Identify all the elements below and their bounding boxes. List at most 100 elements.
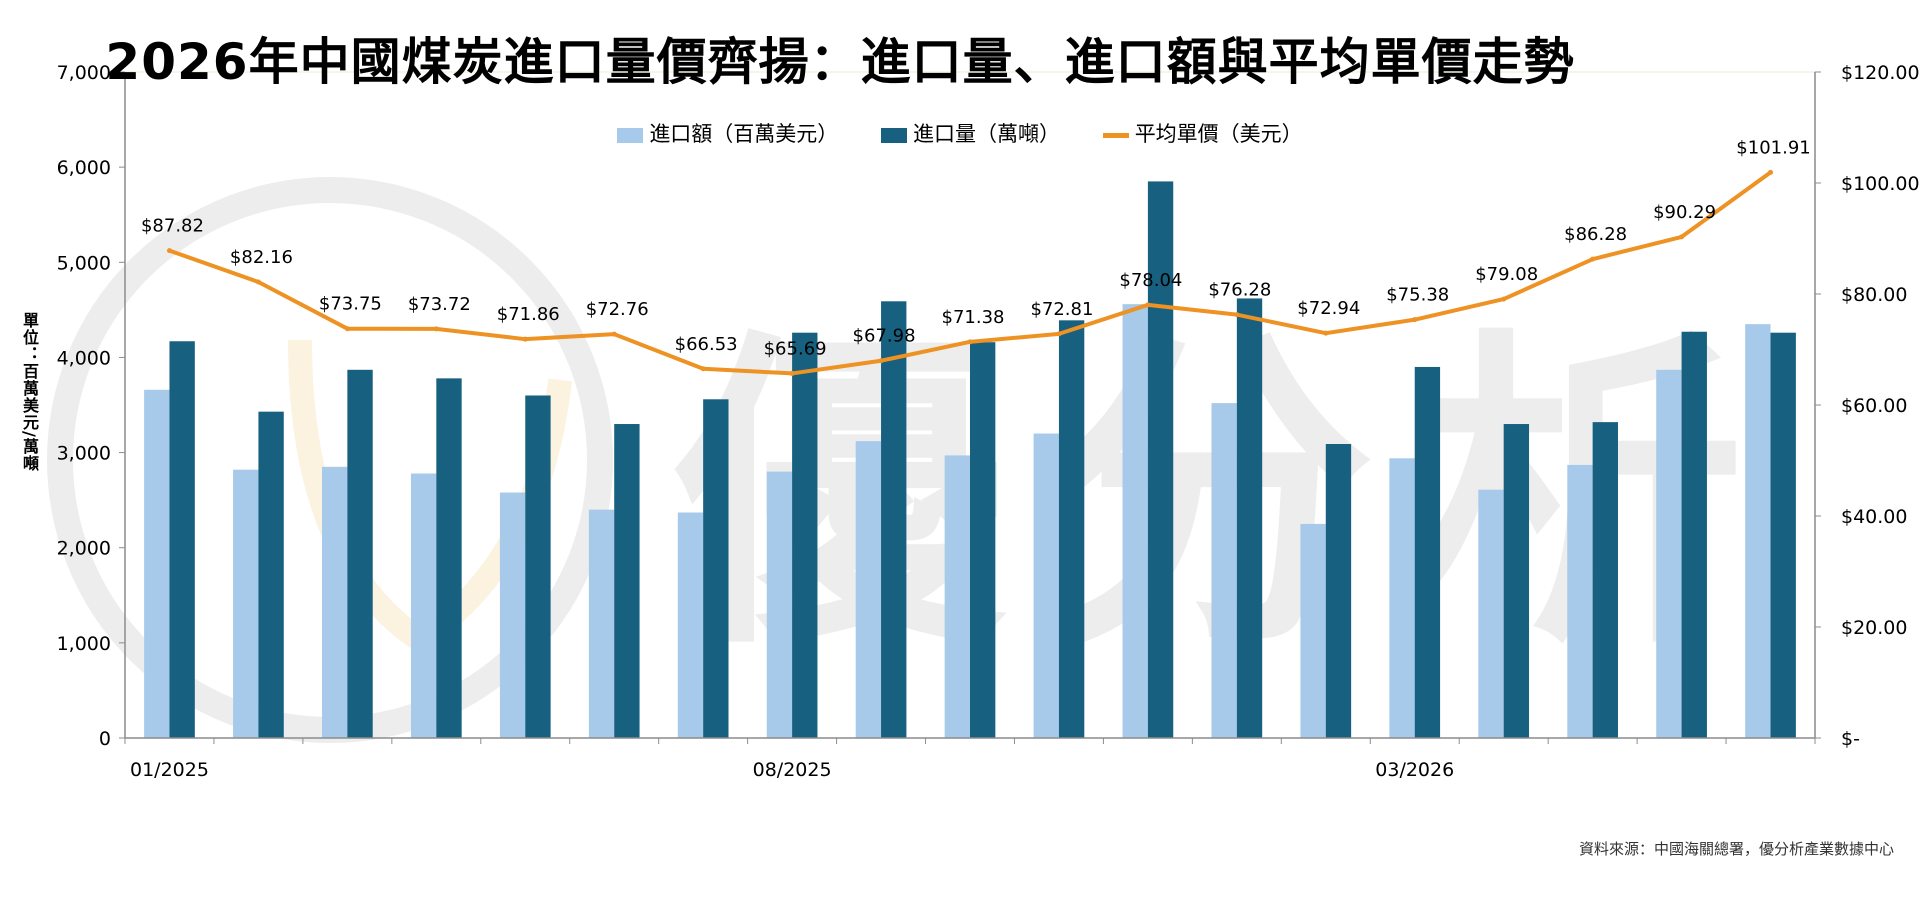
bar-volume (1147, 181, 1174, 738)
bar-volume (614, 424, 640, 738)
price-data-label: $72.81 (1030, 299, 1093, 320)
bar-volume (1236, 298, 1263, 738)
price-point (1412, 317, 1418, 323)
bar-volume (169, 341, 195, 738)
price-data-label: $78.04 (1119, 270, 1182, 291)
bar-amount (499, 492, 526, 738)
bar-amount (1300, 523, 1326, 738)
y-tick-label: 1,000 (57, 633, 111, 655)
y-tick-label: 3,000 (57, 443, 111, 465)
price-point (1590, 256, 1596, 262)
price-data-label: $72.76 (586, 299, 649, 320)
y-tick-label: 0 (99, 728, 111, 750)
y2-tick-label: $100.00 (1841, 173, 1920, 195)
bar-amount (1389, 458, 1415, 738)
source-note: 資料來源：中國海關總署，優分析產業數據中心 (1578, 840, 1894, 858)
price-data-label: $73.75 (319, 294, 382, 315)
y2-tick-label: $60.00 (1841, 395, 1907, 417)
y2-tick-label: $20.00 (1841, 617, 1907, 639)
price-data-label: $73.72 (408, 294, 471, 315)
price-point (700, 366, 706, 372)
bar-amount (1478, 489, 1504, 738)
chart-title: 2026年中國煤炭進口量價齊揚：進口量、進口額與平均單價走勢 (105, 33, 1575, 91)
bar-amount (233, 469, 259, 738)
bar-volume (703, 399, 729, 738)
bar-volume (525, 395, 551, 738)
price-data-label: $67.98 (853, 326, 916, 347)
bar-amount (855, 441, 882, 738)
bar-amount (1211, 403, 1237, 738)
price-point (1501, 296, 1507, 302)
y2-tick-label: $40.00 (1841, 506, 1907, 528)
price-data-label: $101.91 (1736, 137, 1810, 158)
bar-volume (1592, 422, 1618, 738)
price-data-label: $72.94 (1297, 298, 1360, 319)
price-point (1234, 312, 1240, 318)
bar-volume (792, 332, 818, 738)
bar-amount (410, 473, 437, 738)
bar-amount (677, 512, 704, 738)
y-axis-unit-label: 單位：百萬美元/萬噸 (20, 312, 39, 472)
price-point (1056, 331, 1062, 337)
price-data-label: $76.28 (1208, 280, 1271, 301)
bar-volume (436, 378, 462, 738)
legend-label-volume: 進口量（萬噸） (913, 122, 1060, 146)
x-tick-label: 08/2025 (753, 759, 832, 781)
price-point (1768, 169, 1774, 175)
y-tick-label: 7,000 (57, 62, 111, 84)
price-point (1323, 330, 1329, 336)
bar-amount (766, 471, 793, 738)
y2-tick-label: $- (1841, 728, 1860, 750)
y2-tick-label: $120.00 (1841, 62, 1920, 84)
x-tick-label: 03/2026 (1375, 759, 1454, 781)
bar-amount (1656, 369, 1682, 738)
price-data-label: $86.28 (1564, 224, 1627, 245)
watermark-text: 優分析 (670, 304, 1785, 688)
price-point (1679, 234, 1685, 240)
price-data-label: $71.38 (942, 307, 1005, 328)
bar-volume (1325, 444, 1352, 738)
price-point (344, 326, 350, 332)
legend-swatch-price (1102, 132, 1129, 138)
price-point (789, 370, 795, 376)
bar-volume (1414, 366, 1441, 738)
legend-item-price: 平均單價（美元） (1102, 118, 1303, 148)
legend-item-amount: 進口額（百萬美元） (617, 118, 838, 148)
price-data-label: $82.16 (230, 247, 293, 268)
bar-volume (258, 411, 284, 738)
bar-volume (881, 301, 907, 738)
price-data-label: $71.86 (497, 304, 560, 325)
bar-amount (1567, 464, 1593, 738)
y-tick-label: 6,000 (57, 157, 111, 179)
bar-volume (347, 369, 373, 738)
price-point (255, 279, 261, 285)
y2-tick-label: $80.00 (1841, 284, 1907, 306)
price-data-label: $65.69 (764, 338, 827, 359)
price-data-label: $90.29 (1653, 202, 1716, 223)
price-data-label: $79.08 (1475, 264, 1538, 285)
bar-amount (144, 389, 170, 738)
bar-amount (1122, 304, 1148, 738)
price-point (433, 326, 439, 332)
price-point (967, 339, 973, 345)
price-data-label: $75.38 (1386, 285, 1449, 306)
bar-volume (1058, 320, 1085, 738)
bar-volume (1681, 331, 1707, 738)
price-data-label: $66.53 (675, 334, 738, 355)
bar-amount (1745, 324, 1771, 738)
bar-amount (1033, 433, 1059, 738)
bar-volume (1770, 332, 1796, 738)
bar-amount (588, 509, 615, 738)
legend-swatch-amount (617, 127, 644, 143)
bar-volume (1503, 424, 1530, 738)
price-point (878, 358, 884, 364)
price-point (611, 331, 617, 337)
x-tick-label: 01/2025 (130, 759, 209, 781)
bar-amount (944, 455, 970, 738)
legend-label-price: 平均單價（美元） (1134, 122, 1303, 146)
bar-amount (322, 466, 348, 738)
y-tick-label: 2,000 (57, 538, 111, 560)
price-point (522, 336, 528, 342)
price-point (1145, 302, 1151, 308)
